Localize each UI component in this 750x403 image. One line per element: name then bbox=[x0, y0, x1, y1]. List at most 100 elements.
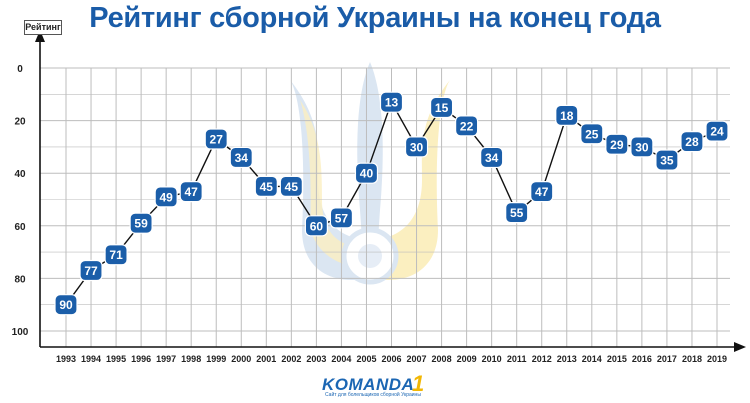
data-point bbox=[104, 244, 128, 266]
y-axis-arrow bbox=[35, 30, 45, 42]
x-tick-label: 2002 bbox=[281, 354, 301, 364]
data-label: 34 bbox=[485, 151, 499, 165]
y-tick-label: 0 bbox=[17, 64, 23, 75]
emblem-center bbox=[357, 62, 383, 240]
data-label: 35 bbox=[660, 154, 674, 168]
x-tick-label: 2003 bbox=[306, 354, 326, 364]
emblem-right bbox=[376, 80, 450, 280]
data-point bbox=[480, 146, 504, 169]
data-markers: 90 77 71 59 49 47 27 34 45 45 60 57 40 13 30 15 22 34 55 47… bbox=[54, 91, 729, 316]
data-point bbox=[505, 202, 529, 224]
x-tick-label: 2017 bbox=[657, 354, 677, 364]
x-axis-arrow bbox=[734, 342, 746, 352]
data-point bbox=[555, 104, 579, 126]
logo-name: KOMANDA bbox=[322, 375, 415, 394]
data-point bbox=[605, 133, 629, 155]
data-point bbox=[655, 149, 679, 171]
data-point bbox=[279, 175, 303, 197]
data-point bbox=[354, 162, 379, 184]
data-point bbox=[429, 96, 454, 119]
data-label: 45 bbox=[285, 180, 299, 194]
data-point bbox=[304, 215, 328, 237]
y-tick-labels: 0 20 40 60 80 100 bbox=[12, 64, 29, 338]
x-tick-label: 2008 bbox=[432, 354, 452, 364]
x-tick-label: 2015 bbox=[607, 354, 627, 364]
data-label: 47 bbox=[185, 185, 199, 199]
data-label: 25 bbox=[585, 127, 599, 141]
data-point bbox=[455, 115, 479, 137]
data-label: 59 bbox=[134, 217, 148, 231]
data-point bbox=[329, 207, 354, 229]
x-tick-label: 2019 bbox=[707, 354, 727, 364]
data-label: 40 bbox=[360, 167, 374, 181]
data-label: 49 bbox=[159, 190, 173, 204]
y-tick-label: 80 bbox=[14, 274, 26, 285]
data-point bbox=[154, 186, 178, 208]
data-label: 71 bbox=[109, 248, 123, 262]
data-label: 29 bbox=[610, 138, 624, 152]
x-tick-labels: 1993 1994 1995 1996 1997 1998 1999 2000 2001 2002… bbox=[56, 354, 727, 364]
x-tick-label: 1996 bbox=[131, 354, 151, 364]
data-point bbox=[404, 136, 429, 158]
emblem-ball-center bbox=[358, 244, 382, 268]
data-label: 28 bbox=[685, 135, 699, 149]
komanda-logo: KOMANDA 1 Сайт для болельщиков сборной У… bbox=[322, 371, 432, 399]
data-point bbox=[204, 128, 228, 150]
data-label: 34 bbox=[235, 151, 249, 165]
data-point bbox=[79, 259, 103, 282]
x-tick-label: 2000 bbox=[231, 354, 251, 364]
chart-axes bbox=[35, 30, 746, 352]
data-point bbox=[129, 212, 153, 234]
data-label: 15 bbox=[435, 101, 449, 115]
data-label: 90 bbox=[59, 298, 73, 312]
x-tick-label: 1994 bbox=[81, 354, 101, 364]
data-point bbox=[379, 91, 404, 113]
data-point bbox=[630, 136, 654, 158]
data-point bbox=[179, 181, 203, 203]
data-label: 77 bbox=[84, 264, 98, 278]
data-label: 27 bbox=[210, 133, 224, 147]
data-label: 18 bbox=[560, 109, 574, 123]
data-label: 24 bbox=[710, 125, 724, 139]
y-tick-label: 100 bbox=[12, 327, 29, 338]
data-point bbox=[229, 146, 253, 169]
data-label: 30 bbox=[635, 140, 649, 154]
x-tick-label: 2011 bbox=[507, 354, 527, 364]
data-point bbox=[54, 294, 78, 316]
data-label: 57 bbox=[335, 211, 349, 225]
x-tick-label: 1999 bbox=[206, 354, 226, 364]
x-tick-label: 1998 bbox=[181, 354, 201, 364]
data-point bbox=[530, 181, 554, 203]
data-label: 30 bbox=[410, 140, 424, 154]
x-tick-label: 2016 bbox=[632, 354, 652, 364]
data-point bbox=[580, 123, 604, 145]
y-axis-label: Рейтинг bbox=[24, 20, 62, 35]
logo-number: 1 bbox=[412, 371, 425, 396]
x-tick-label: 2004 bbox=[331, 354, 351, 364]
logo-tagline: Сайт для болельщиков сборной Украины bbox=[325, 392, 421, 398]
x-tick-label: 2018 bbox=[682, 354, 702, 364]
data-point bbox=[254, 175, 278, 197]
x-tick-label: 2007 bbox=[407, 354, 427, 364]
chart-title: Рейтинг сборной Украины на конец года bbox=[89, 2, 661, 34]
x-tick-label: 2005 bbox=[356, 354, 376, 364]
data-label: 55 bbox=[510, 206, 524, 220]
x-tick-label: 2012 bbox=[532, 354, 552, 364]
y-tick-label: 60 bbox=[14, 222, 26, 233]
data-label: 22 bbox=[460, 119, 474, 133]
x-tick-label: 1995 bbox=[106, 354, 126, 364]
x-tick-label: 2013 bbox=[557, 354, 577, 364]
data-label: 47 bbox=[535, 185, 549, 199]
x-tick-label: 2001 bbox=[256, 354, 276, 364]
data-point bbox=[680, 131, 704, 153]
y-tick-label: 20 bbox=[14, 117, 26, 128]
x-tick-label: 2014 bbox=[582, 354, 602, 364]
x-tick-label: 2006 bbox=[381, 354, 401, 364]
x-tick-label: 2010 bbox=[482, 354, 502, 364]
x-tick-label: 1997 bbox=[156, 354, 176, 364]
data-label: 13 bbox=[385, 96, 399, 110]
data-label: 45 bbox=[260, 180, 274, 194]
data-label: 60 bbox=[310, 219, 324, 233]
x-tick-label: 2009 bbox=[457, 354, 477, 364]
